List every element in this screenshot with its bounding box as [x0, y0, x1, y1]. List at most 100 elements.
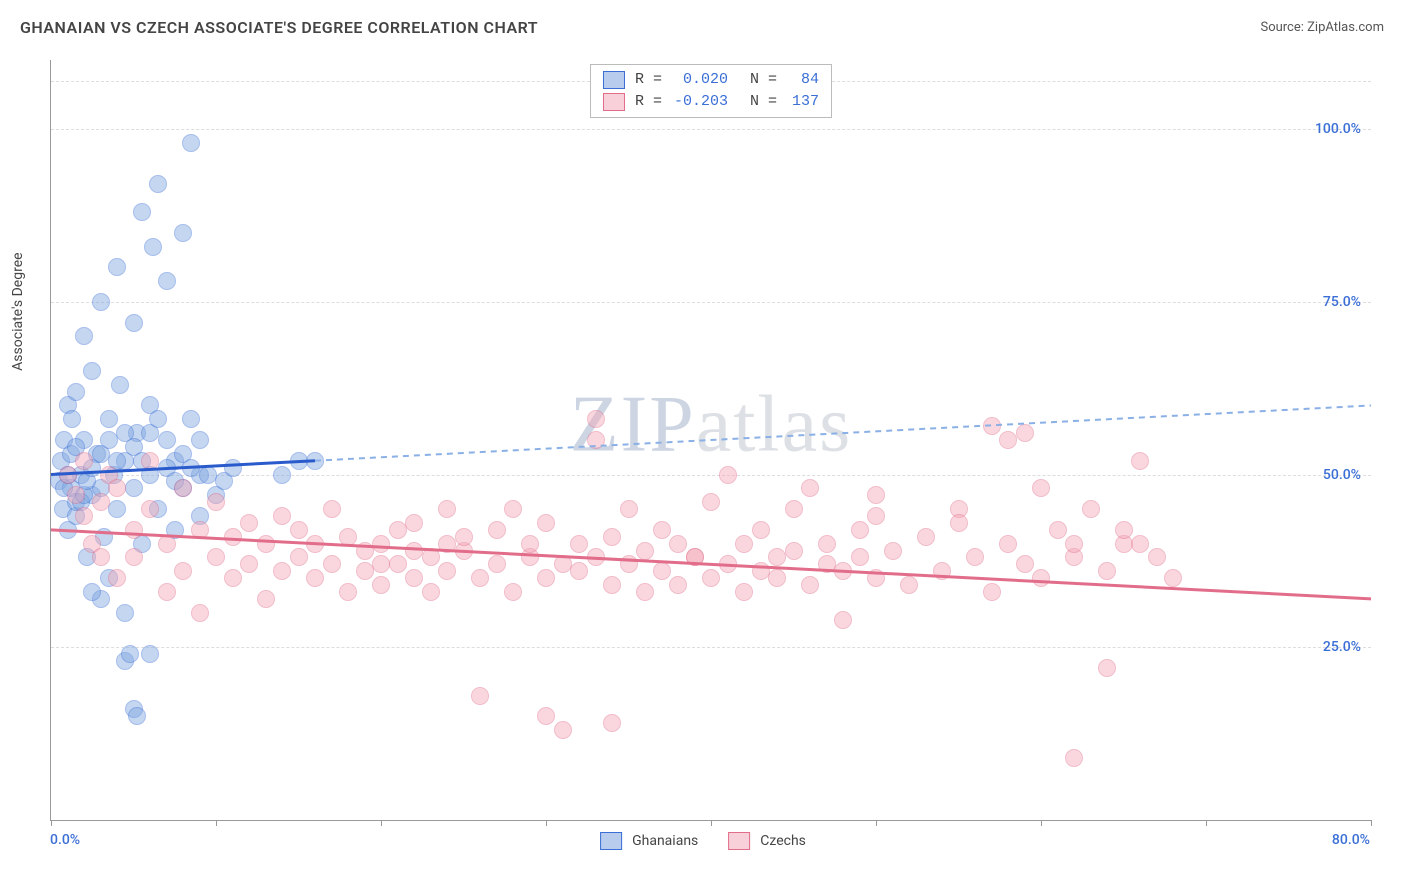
legend-item-ghanaians: Ghanaians — [600, 832, 698, 850]
data-point — [75, 452, 93, 470]
data-point — [438, 562, 456, 580]
gridline — [51, 129, 1371, 130]
data-point — [686, 548, 704, 566]
data-point — [191, 604, 209, 622]
data-point — [125, 314, 143, 332]
x-tick — [51, 820, 52, 826]
data-point — [1098, 562, 1116, 580]
data-point — [785, 542, 803, 560]
data-point — [191, 431, 209, 449]
x-tick — [216, 820, 217, 826]
data-point — [620, 555, 638, 573]
data-point — [121, 645, 139, 663]
data-point — [620, 500, 638, 518]
data-point — [67, 486, 85, 504]
legend-row-ghanaians: R = 0.020 N = 84 — [603, 69, 819, 91]
legend-label-czechs: Czechs — [760, 833, 806, 849]
x-tick — [1041, 820, 1042, 826]
data-point — [950, 514, 968, 532]
data-point — [75, 507, 93, 525]
n-value-czechs: 137 — [783, 91, 819, 113]
data-point — [504, 583, 522, 601]
data-point — [67, 383, 85, 401]
data-point — [488, 521, 506, 539]
data-point — [108, 569, 126, 587]
y-tick-label: 75.0% — [1323, 294, 1361, 310]
data-point — [768, 548, 786, 566]
watermark-right: atlas — [696, 380, 853, 468]
data-point — [339, 528, 357, 546]
data-point — [92, 493, 110, 511]
data-point — [389, 521, 407, 539]
data-point — [1016, 555, 1034, 573]
source-prefix: Source: — [1260, 20, 1307, 35]
data-point — [587, 431, 605, 449]
data-point — [372, 576, 390, 594]
data-point — [83, 362, 101, 380]
legend-label-ghanaians: Ghanaians — [632, 833, 698, 849]
data-point — [100, 410, 118, 428]
x-axis-max-label: 80.0% — [1332, 832, 1370, 848]
source-label: Source: ZipAtlas.com — [1260, 20, 1384, 35]
data-point — [1065, 749, 1083, 767]
data-point — [537, 707, 555, 725]
n-value-ghanaians: 84 — [783, 69, 819, 91]
data-point — [100, 431, 118, 449]
data-point — [719, 555, 737, 573]
data-point — [92, 293, 110, 311]
data-point — [851, 521, 869, 539]
scatter-plot: ZIPatlas R = 0.020 N = 84 R = -0.203 N =… — [50, 60, 1371, 821]
data-point — [306, 452, 324, 470]
data-point — [966, 548, 984, 566]
data-point — [257, 535, 275, 553]
data-point — [636, 583, 654, 601]
data-point — [603, 714, 621, 732]
data-point — [471, 687, 489, 705]
data-point — [1131, 535, 1149, 553]
data-point — [174, 479, 192, 497]
data-point — [438, 500, 456, 518]
data-point — [983, 583, 1001, 601]
data-point — [141, 500, 159, 518]
data-point — [323, 555, 341, 573]
data-point — [141, 645, 159, 663]
data-point — [867, 569, 885, 587]
data-point — [669, 576, 687, 594]
data-point — [306, 569, 324, 587]
data-point — [141, 452, 159, 470]
data-point — [108, 500, 126, 518]
data-point — [603, 576, 621, 594]
data-point — [438, 535, 456, 553]
data-point — [900, 576, 918, 594]
data-point — [851, 548, 869, 566]
data-point — [257, 590, 275, 608]
data-point — [290, 452, 308, 470]
gridline — [51, 475, 1371, 476]
data-point — [801, 576, 819, 594]
swatch-czechs — [603, 93, 625, 111]
data-point — [207, 548, 225, 566]
x-tick — [711, 820, 712, 826]
data-point — [1049, 521, 1067, 539]
data-point — [669, 535, 687, 553]
legend-item-czechs: Czechs — [728, 832, 806, 850]
data-point — [273, 507, 291, 525]
data-point — [702, 493, 720, 511]
data-point — [199, 466, 217, 484]
data-point — [174, 562, 192, 580]
data-point — [422, 548, 440, 566]
data-point — [818, 555, 836, 573]
data-point — [554, 721, 572, 739]
data-point — [306, 535, 324, 553]
data-point — [405, 542, 423, 560]
x-tick — [381, 820, 382, 826]
data-point — [158, 583, 176, 601]
data-point — [1032, 479, 1050, 497]
data-point — [1032, 569, 1050, 587]
data-point — [158, 431, 176, 449]
watermark-text: ZIPatlas — [570, 379, 853, 470]
data-point — [702, 569, 720, 587]
legend-swatch-ghanaians — [600, 832, 622, 850]
data-point — [144, 238, 162, 256]
data-point — [834, 562, 852, 580]
